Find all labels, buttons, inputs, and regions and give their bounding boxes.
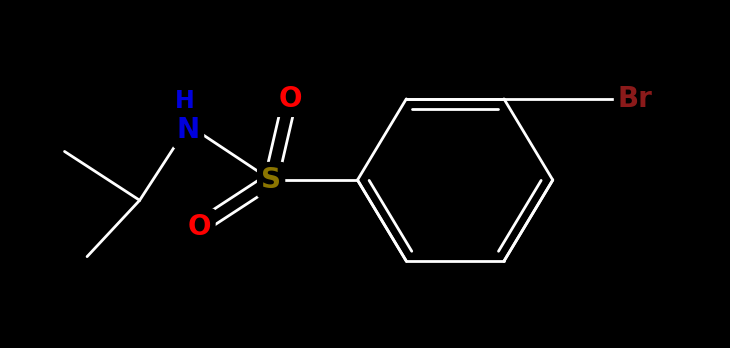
Text: Br: Br [618,85,653,113]
Text: S: S [261,166,281,194]
Text: O: O [278,85,301,113]
Text: O: O [188,213,212,240]
Text: H: H [175,89,195,113]
Text: N: N [177,117,200,144]
